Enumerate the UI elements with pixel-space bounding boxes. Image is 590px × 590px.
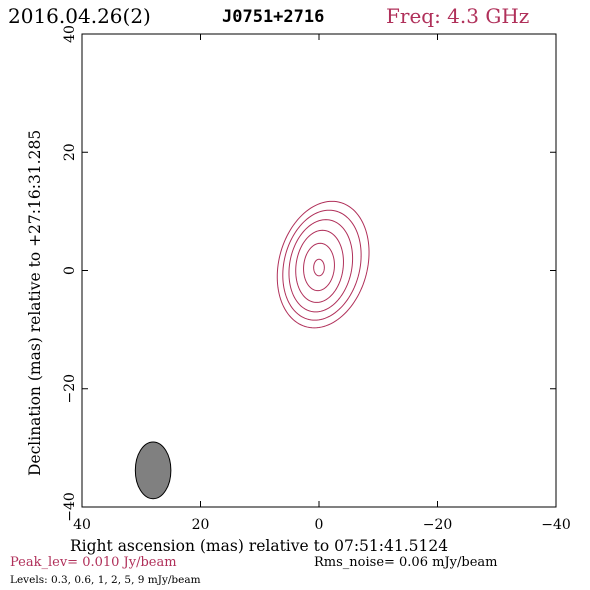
frequency-label: Freq: 4.3 GHz: [386, 4, 529, 28]
axis-ticks: [81, 33, 557, 508]
y-tick-label: −20: [62, 374, 78, 404]
source-name: J0751+2716: [222, 7, 324, 27]
y-tick-label: 0: [62, 266, 78, 275]
beam-ellipse: [134, 441, 172, 500]
y-tick-label: 20: [62, 143, 78, 161]
x-axis-label: Right ascension (mas) relative to 07:51:…: [70, 537, 448, 555]
plot-frame: [81, 33, 557, 508]
contour-level-5: [303, 242, 335, 292]
tick-labels: 40 20 0 −20 −40 −40 −20 0 20 40: [62, 25, 571, 533]
contour-level-2: [295, 229, 344, 303]
observation-date: 2016.04.26(2): [8, 4, 151, 28]
y-axis-label: Declination (mas) relative to +27:16:31.…: [26, 130, 44, 476]
x-tick-label: 0: [315, 517, 324, 533]
rms-noise: Rms_noise= 0.06 mJy/beam: [314, 555, 497, 570]
contour-group: [276, 200, 370, 329]
x-tick-label: 40: [73, 517, 91, 533]
x-tick-label: 20: [192, 517, 210, 533]
levels-list: Levels: 0.3, 0.6, 1, 2, 5, 9 mJy/beam: [10, 574, 201, 586]
y-tick-label: −40: [62, 492, 78, 522]
y-tick-label: 40: [62, 25, 78, 43]
x-tick-label: −40: [541, 517, 571, 533]
x-tick-label: −20: [423, 517, 453, 533]
beam-group: [134, 441, 172, 500]
contour-level-1: [288, 219, 354, 313]
contour-level-0_6: [282, 209, 362, 321]
contour-level-9: [313, 258, 325, 277]
peak-level: Peak_lev= 0.010 Jy/beam: [10, 555, 177, 570]
contour-level-0_3: [276, 200, 370, 329]
